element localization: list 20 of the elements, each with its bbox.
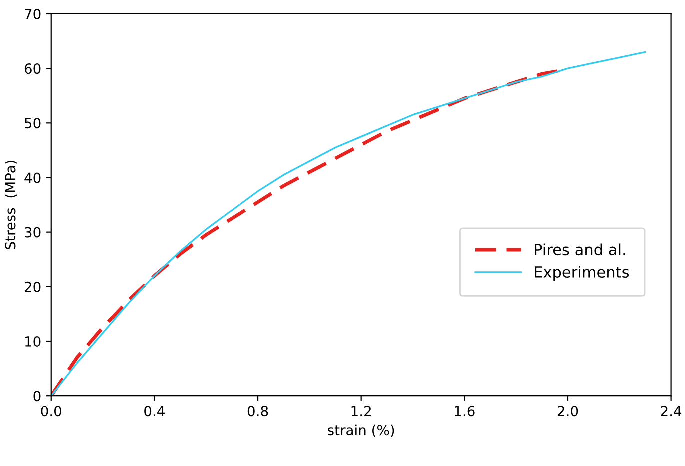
x-tick-label: 0.4 [144, 406, 165, 417]
x-tick-label: 1.2 [352, 406, 371, 416]
x-tick-label: 2.4 [661, 406, 682, 416]
y-tick-label: 0 [34, 391, 41, 402]
y-tick-label: 10 [26, 336, 41, 347]
y-tick-label: 50 [25, 118, 41, 129]
line-series [51, 51, 646, 396]
y-tick-label: 30 [25, 227, 41, 238]
x-tick-label: 0.8 [248, 406, 268, 417]
x-tick-label: 1.6 [455, 406, 475, 417]
y-axis-title: Stress (MPa) [4, 160, 18, 250]
x-tick-label: 2.0 [558, 406, 578, 417]
x-axis-title: strain (%) [328, 424, 394, 438]
legend-label: Pires and al. [535, 244, 626, 256]
y-tick-label: 60 [24, 64, 41, 74]
y-tick-label: 40 [24, 172, 41, 184]
legend-label: Experiments [535, 266, 630, 281]
y-tick-label: 20 [24, 282, 41, 292]
y-tick-label: 70 [25, 8, 41, 20]
x-tick-label: 0.0 [41, 406, 62, 417]
